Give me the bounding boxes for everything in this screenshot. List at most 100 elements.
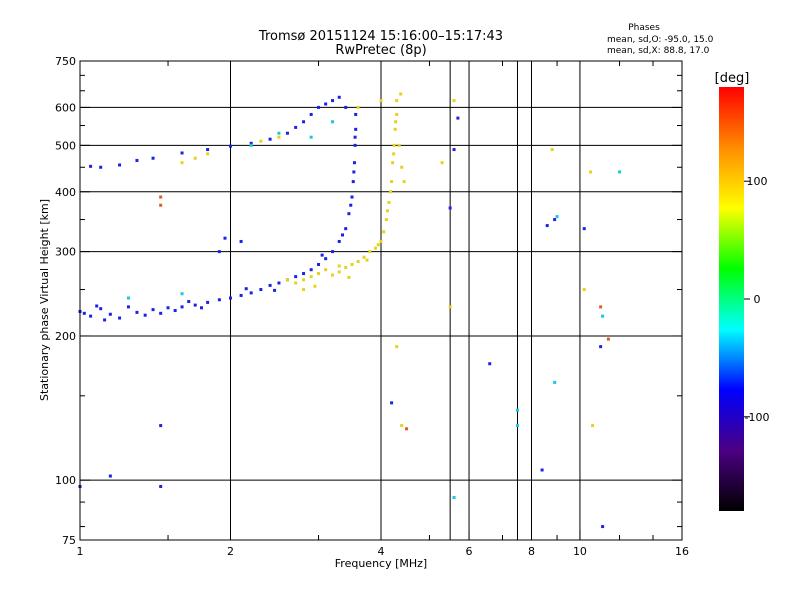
data-point: [259, 139, 263, 143]
data-point: [379, 239, 383, 243]
colorbar: [deg] 100 0 -100: [715, 71, 770, 511]
colorbar-tick-label: 0: [754, 293, 761, 306]
data-point: [268, 137, 272, 141]
data-point: [313, 284, 317, 288]
data-point: [294, 125, 298, 129]
data-point: [331, 273, 335, 277]
y-tick-label: 750: [55, 55, 76, 68]
data-point: [337, 270, 341, 274]
stats-line-x: mean, sd,X: 88.8, 17.0: [607, 46, 710, 56]
data-point: [118, 316, 122, 320]
data-point: [591, 424, 595, 428]
data-point: [351, 180, 355, 184]
data-point: [317, 105, 321, 109]
data-point: [440, 161, 444, 165]
data-point: [405, 427, 409, 431]
data-point: [488, 362, 492, 366]
data-point: [99, 165, 103, 169]
data-point: [347, 275, 351, 279]
data-point: [229, 144, 232, 148]
data-point: [390, 401, 394, 405]
data-point: [89, 314, 93, 318]
data-point: [82, 311, 86, 315]
data-point: [582, 288, 586, 292]
data-point: [347, 212, 351, 216]
x-tick-label: 4: [378, 545, 385, 558]
data-point: [277, 131, 281, 135]
data-point: [448, 206, 452, 210]
data-point: [277, 135, 281, 139]
x-tick-label: 16: [675, 545, 689, 558]
data-point: [331, 120, 335, 124]
data-point: [344, 265, 348, 269]
phase-stats: Phases mean, sd,O: -95.0, 15.0 mean, sd,…: [607, 23, 714, 56]
data-point: [193, 156, 197, 160]
data-point: [374, 246, 378, 250]
colorbar-gradient: [719, 87, 744, 511]
colorbar-tick-label: -100: [745, 411, 770, 424]
data-point: [553, 380, 557, 384]
data-point: [206, 300, 210, 304]
data-point: [180, 292, 184, 296]
axis-ticks: [79, 60, 683, 541]
data-point: [249, 141, 253, 145]
data-point: [337, 264, 341, 268]
data-point: [239, 239, 243, 243]
data-point: [249, 143, 253, 147]
data-point: [555, 215, 559, 219]
data-point: [259, 288, 263, 292]
data-point: [309, 112, 313, 116]
data-point: [392, 152, 396, 156]
data-point: [545, 224, 549, 228]
data-point: [200, 306, 204, 310]
data-point: [456, 116, 460, 120]
data-point: [350, 262, 354, 266]
data-point: [393, 127, 397, 131]
data-point: [582, 227, 586, 231]
data-point: [273, 288, 277, 292]
stats-header: Phases: [628, 23, 660, 33]
data-point: [331, 99, 335, 103]
data-point: [387, 200, 391, 204]
data-point: [352, 161, 356, 165]
chart-subtitle: RwPretec (8p): [335, 43, 426, 58]
y-axis-label: Stationary phase Virtual Height [km]: [38, 199, 51, 401]
data-point: [399, 92, 403, 96]
data-point: [394, 120, 398, 124]
data-point: [151, 308, 155, 312]
data-point: [452, 148, 456, 152]
y-tick-label: 300: [55, 246, 76, 259]
data-point: [223, 236, 227, 240]
data-point: [340, 233, 344, 237]
data-point: [356, 105, 360, 109]
data-point: [601, 314, 605, 318]
y-tick-label: 200: [55, 330, 76, 343]
data-point: [108, 312, 112, 316]
data-point: [382, 230, 386, 234]
data-point: [118, 163, 122, 167]
data-point: [385, 209, 389, 213]
data-point: [376, 243, 380, 247]
data-point: [356, 260, 360, 264]
data-point: [379, 99, 383, 103]
data-point: [103, 318, 107, 322]
data-point: [553, 218, 557, 222]
data-point: [126, 296, 130, 300]
y-tick-label: 100: [55, 474, 76, 487]
data-point: [515, 408, 519, 412]
data-point: [95, 304, 99, 308]
data-point: [331, 250, 335, 254]
data-point: [277, 281, 281, 285]
y-tick-label: 600: [55, 101, 76, 114]
data-point: [143, 313, 147, 317]
data-point: [294, 281, 298, 285]
data-point: [452, 99, 456, 103]
data-point: [89, 164, 93, 168]
data-point: [354, 127, 358, 131]
x-tick-label: 6: [466, 545, 473, 558]
data-point: [206, 152, 210, 156]
data-point: [384, 218, 388, 222]
data-point: [135, 310, 139, 314]
x-axis-label: Frequency [MHz]: [335, 557, 427, 570]
data-point: [400, 424, 404, 428]
